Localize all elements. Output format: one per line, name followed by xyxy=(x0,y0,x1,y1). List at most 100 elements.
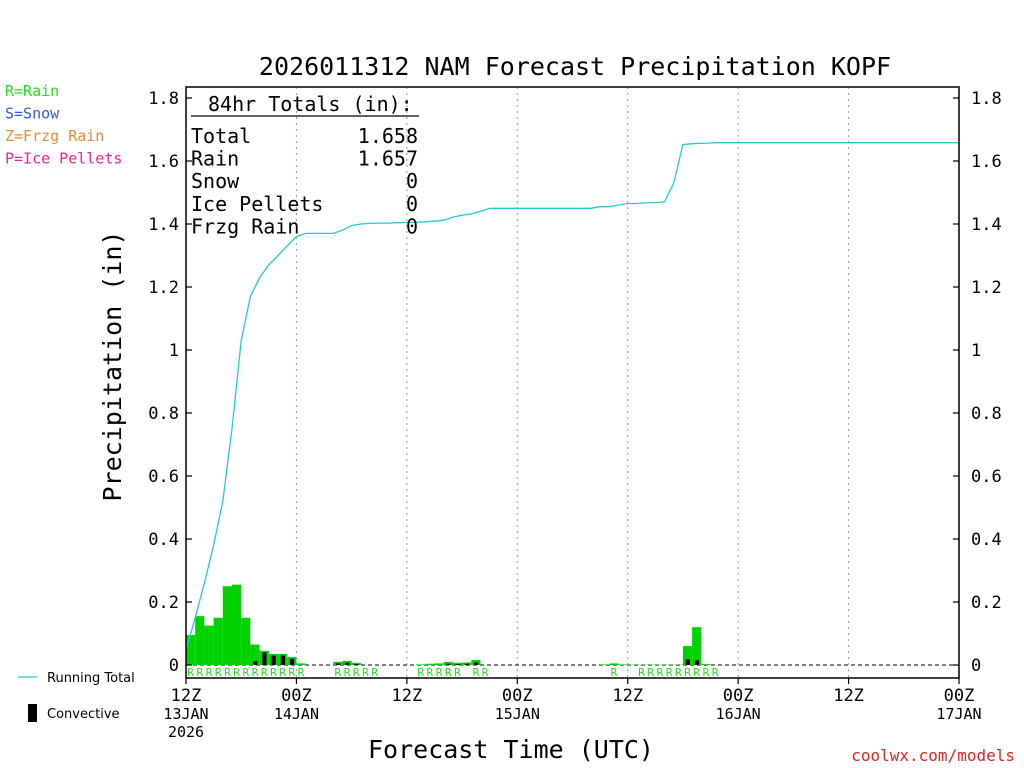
precip-bar xyxy=(241,617,251,665)
x-tick-label: 12Z xyxy=(612,686,643,706)
x-tick-label: 12Z xyxy=(391,686,422,706)
x-tick-date: 14JAN xyxy=(274,705,319,723)
precip-type-legend: R=Rain S=Snow Z=Frzg Rain P=Ice Pellets xyxy=(5,82,122,168)
y-tick-label-left: 1 xyxy=(169,341,179,361)
totals-row-value: 1.658 xyxy=(358,124,418,148)
precip-type-0: R=Rain xyxy=(5,82,59,100)
y-tick-label-right: 0.4 xyxy=(971,530,1002,550)
y-tick-label-right: 0.8 xyxy=(971,404,1002,424)
ptype-marker: R xyxy=(206,666,213,679)
y-tick-label-right: 0.2 xyxy=(971,593,1002,613)
y-tick-label-left: 1.4 xyxy=(148,215,179,235)
y-tick-label-left: 0 xyxy=(169,656,179,676)
ptype-marker: R xyxy=(445,666,452,679)
y-tick-label-right: 1.8 xyxy=(971,89,1002,109)
convective-bar xyxy=(335,663,341,665)
ptype-marker: R xyxy=(675,666,682,679)
y-tick-label-right: 0.6 xyxy=(971,467,1002,487)
convective-bar xyxy=(271,655,276,665)
precip-bar xyxy=(213,617,223,665)
totals-row-label: Rain xyxy=(191,147,239,171)
precip-bar xyxy=(443,661,453,665)
ptype-marker: R xyxy=(684,666,691,679)
ptype-marker: R xyxy=(252,666,259,679)
precip-bar xyxy=(609,663,619,665)
x-tick-label: 12Z xyxy=(833,686,864,706)
ptype-marker: R xyxy=(703,666,710,679)
ptype-marker: R xyxy=(473,666,480,679)
chart-title: 2026011312 NAM Forecast Precipitation KO… xyxy=(259,52,891,81)
precip-bar xyxy=(232,584,242,665)
ptype-marker: R xyxy=(215,666,222,679)
totals-row-value: 0 xyxy=(406,169,418,193)
ptype-marker: R xyxy=(712,666,719,679)
y-tick-label-left: 1.6 xyxy=(148,152,179,172)
ptype-marker: R xyxy=(224,666,231,679)
ptype-marker: R xyxy=(666,666,673,679)
y-tick-label-left: 0.4 xyxy=(148,530,179,550)
ptype-marker: R xyxy=(270,666,277,679)
precip-bar xyxy=(600,664,610,665)
totals-row-label: Total xyxy=(191,124,251,148)
y-tick-label-left: 0.2 xyxy=(148,593,179,613)
ptype-marker: R xyxy=(638,666,645,679)
convective-bar xyxy=(685,659,690,665)
precip-bar xyxy=(351,662,361,665)
y-tick-label-right: 1.4 xyxy=(971,215,1002,235)
ptype-marker: R xyxy=(482,666,489,679)
precip-bar xyxy=(222,586,233,665)
ptype-marker: R xyxy=(344,666,351,679)
ptype-marker: R xyxy=(353,666,360,679)
convective-bar xyxy=(474,662,479,665)
ptype-marker: R xyxy=(647,666,654,679)
ptype-marker: R xyxy=(362,666,369,679)
precip-bar xyxy=(618,664,628,665)
x-tick-date: 17JAN xyxy=(936,705,981,723)
convective-legend-swatch xyxy=(28,704,37,722)
x-tick-label: 00Z xyxy=(502,686,533,706)
precip-type-2: Z=Frzg Rain xyxy=(5,127,104,145)
ptype-marker: R xyxy=(289,666,296,679)
ptype-marker: R xyxy=(657,666,664,679)
ptype-marker: R xyxy=(454,666,461,679)
x-tick-year: 2026 xyxy=(168,723,204,741)
precip-bar xyxy=(416,664,426,665)
ptype-marker: R xyxy=(187,666,194,679)
precip-bar xyxy=(186,635,196,665)
convective-bar xyxy=(289,658,295,665)
ptype-marker: R xyxy=(611,666,618,679)
ptype-marker: R xyxy=(427,666,434,679)
precip-bar xyxy=(434,663,444,665)
totals-row-value: 0 xyxy=(406,192,418,216)
precip-type-1: S=Snow xyxy=(5,105,60,123)
x-tick-label: 00Z xyxy=(281,686,312,706)
running-total-legend-label: Running Total xyxy=(47,671,135,686)
ptype-marker: R xyxy=(436,666,443,679)
x-tick-date: 15JAN xyxy=(495,705,540,723)
ptype-marker: R xyxy=(417,666,424,679)
totals-header: 84hr Totals (in): xyxy=(208,92,413,116)
x-tick-date: 13JAN xyxy=(163,705,208,723)
ptype-marker: R xyxy=(335,666,342,679)
totals-row-label: Ice Pellets xyxy=(191,192,323,216)
ptype-marker: R xyxy=(261,666,268,679)
plot-frame xyxy=(185,86,960,679)
convective-bar xyxy=(464,663,469,665)
y-axis-ticks: 0 00.2 0.20.4 0.40.6 0.60.8 0.81 11.2 1.21.4 1.4… xyxy=(148,89,1001,676)
x-tick-label: 00Z xyxy=(944,686,975,706)
precip-bar xyxy=(204,625,214,665)
ptype-marker: R xyxy=(298,666,305,679)
totals-row-label: Snow xyxy=(191,169,240,193)
precip-bar xyxy=(296,663,306,665)
convective-bar xyxy=(455,664,460,665)
ptype-marker: R xyxy=(243,666,250,679)
precip-bar xyxy=(692,627,702,665)
y-tick-label-right: 1.2 xyxy=(971,278,1002,298)
totals-row-value: 0 xyxy=(406,214,418,238)
convective-bar xyxy=(280,655,285,665)
x-axis-label: Forecast Time (UTC) xyxy=(368,735,654,764)
convective-bar xyxy=(446,663,451,665)
